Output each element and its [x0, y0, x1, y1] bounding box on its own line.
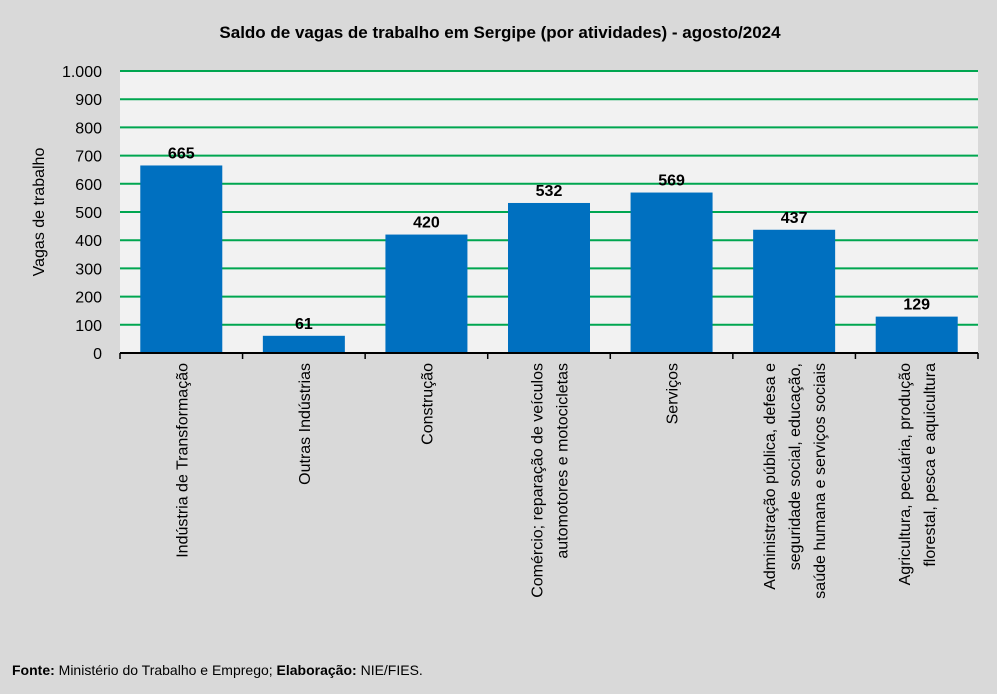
elaboration-text: NIE/FIES.	[356, 662, 423, 678]
y-tick-label: 0	[93, 346, 102, 363]
data-label: 61	[295, 316, 313, 333]
bar	[385, 234, 468, 353]
x-category-label: saúde humana e serviços sociais	[812, 363, 829, 599]
data-label: 437	[781, 210, 808, 227]
x-category-label: Administração pública, defesa e	[762, 363, 779, 590]
y-tick-label: 900	[75, 92, 102, 109]
x-category-label: Comércio; reparação de veículos	[530, 363, 547, 598]
y-axis-label: Vagas de trabalho	[31, 148, 48, 277]
data-label: 569	[658, 173, 685, 190]
x-category-label: Construção	[419, 363, 436, 445]
source-footer: Fonte: Ministério do Trabalho e Emprego;…	[12, 662, 423, 678]
y-tick-label: 500	[75, 205, 102, 222]
data-label: 129	[903, 297, 930, 314]
bar	[140, 165, 223, 353]
data-label: 532	[536, 183, 563, 200]
y-tick-label: 400	[75, 233, 102, 250]
source-text: Ministério do Trabalho e Emprego;	[54, 662, 277, 678]
bar	[753, 229, 836, 353]
x-category-label: Agricultura, pecuária, produção	[897, 363, 914, 585]
source-label: Fonte:	[12, 662, 55, 678]
y-tick-label: 300	[75, 261, 102, 278]
y-tick-label: 200	[75, 290, 102, 307]
x-category-label: Serviços	[665, 363, 682, 424]
x-category-label: florestal, pesca e aquicultura	[922, 363, 939, 567]
y-tick-label: 1.000	[62, 64, 102, 81]
bar	[508, 202, 590, 353]
chart-title: Saldo de vagas de trabalho em Sergipe (p…	[219, 23, 781, 42]
data-label: 420	[413, 215, 440, 232]
y-tick-label: 800	[75, 120, 102, 137]
data-label: 665	[168, 145, 195, 162]
bar	[262, 335, 345, 353]
y-tick-label: 600	[75, 177, 102, 194]
x-category-label: Outras Indústrias	[297, 363, 314, 485]
x-category-label: automotores e motocicletas	[555, 363, 572, 559]
elaboration-label: Elaboração:	[276, 662, 357, 678]
y-tick-label: 700	[75, 149, 102, 166]
x-category-label: Indústria de Transformação	[174, 363, 191, 558]
y-tick-label: 100	[75, 318, 102, 335]
bar	[630, 192, 713, 353]
x-category-label: seguridade social, educação,	[787, 363, 804, 570]
bar	[875, 316, 958, 353]
